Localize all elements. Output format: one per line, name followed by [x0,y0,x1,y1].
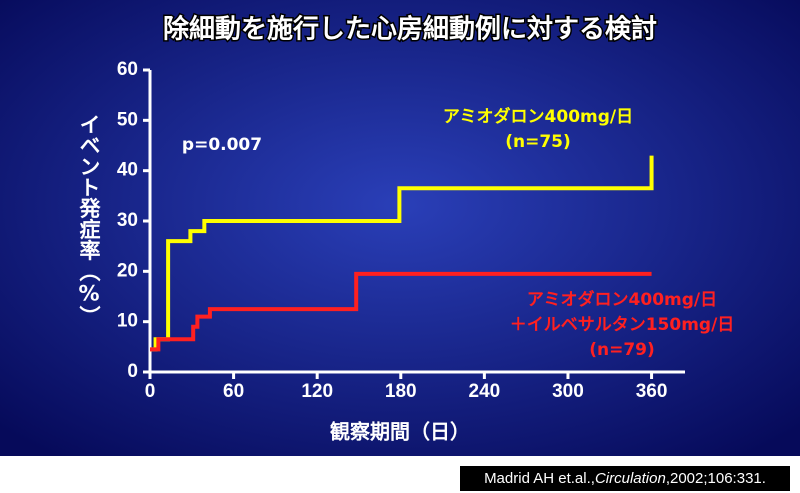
x-axis-label: 観察期間（日） [330,420,470,444]
x-tick-label: 0 [145,381,156,402]
legend-label: (n=79) [589,340,655,360]
citation-journal: Circulation [595,470,666,487]
citation-box [460,466,790,491]
x-tick-label: 300 [552,381,584,402]
y-tick-label: 20 [117,260,138,281]
y-tick-label: 40 [117,160,138,181]
legend-label: (n=75) [505,132,571,152]
x-tick-label: 60 [223,381,244,402]
y-tick-label: 10 [117,311,138,332]
x-tick-label: 180 [385,381,417,402]
annotation: p=0.007 [182,135,262,155]
y-tick-label: 30 [117,210,138,231]
y-tick-label: 0 [127,361,138,382]
citation-details: ,2002;106:331. [666,470,766,487]
step-line [150,155,654,352]
x-tick-label: 360 [636,381,668,402]
y-tick-label: 50 [117,109,138,130]
y-tick-label: 60 [117,59,138,80]
citation: Madrid AH et.al.,Circulation,2002;106:33… [484,470,766,487]
legend-label: アミオダロン400mg/日 [443,106,633,127]
legend-label: ＋イルベサルタン150mg/日 [510,315,735,335]
x-tick-label: 120 [301,381,333,402]
legend-label: アミオダロン400mg/日 [527,289,717,310]
y-axis-label: イベント発症率（%） [77,114,102,327]
slide-background [0,0,800,456]
chart-title: 除細動を施行した心房細動例に対する検討 [163,14,657,45]
step-line [150,271,652,352]
citation-author: Madrid AH et.al., [484,470,595,487]
x-tick-label: 240 [469,381,501,402]
